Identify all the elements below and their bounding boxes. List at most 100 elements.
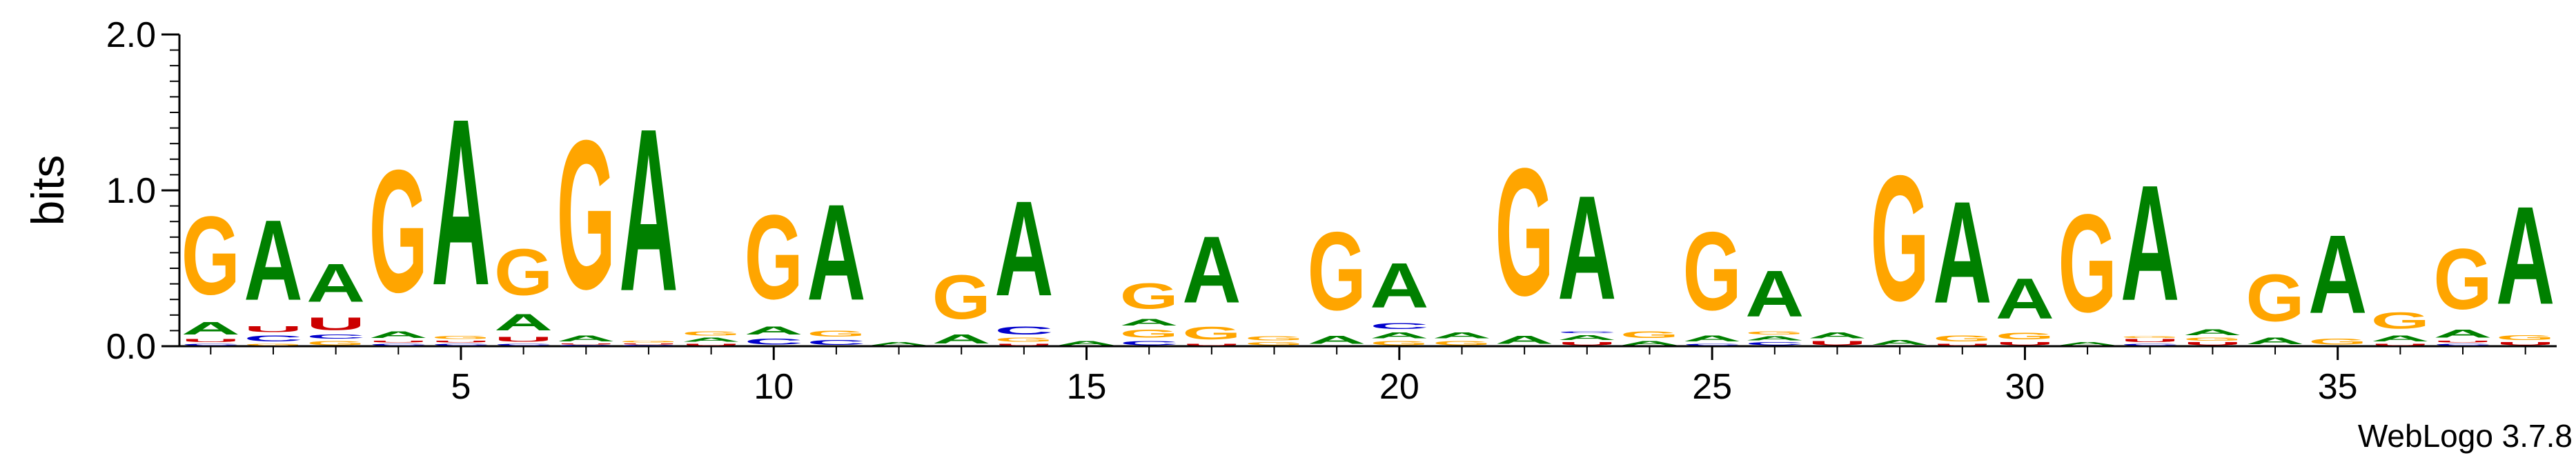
letter-U-pos-4: U (369, 340, 428, 343)
letter-A-pos-4: A (369, 329, 428, 340)
letter-A-pos-9: A (682, 337, 740, 343)
letter-A-pos-32: A (2121, 150, 2179, 335)
letter-G-pos-33: G (2183, 337, 2242, 342)
letter-A-pos-38: A (2496, 178, 2555, 334)
y-tick-label: 1.0 (106, 171, 156, 211)
letter-G-pos-16: G (1120, 328, 1179, 340)
letter-A-pos-26: A (1745, 257, 1804, 331)
letter-G-pos-4: G (369, 134, 428, 329)
letter-G-pos-20: G (1370, 340, 1428, 346)
letter-A-pos-21: A (1433, 330, 1491, 340)
letter-G-pos-37: G (2433, 230, 2492, 328)
letter-G-pos-16: G (1120, 277, 1179, 317)
letter-G-pos-31: G (2058, 186, 2116, 341)
letter-C-pos-25: C (1683, 343, 1742, 346)
letter-U-pos-17: U (1182, 343, 1241, 346)
letter-U-pos-30: U (1996, 341, 2054, 346)
letter-A-pos-30: A (1996, 267, 2054, 331)
letter-U-pos-1: U (181, 339, 240, 343)
letter-G-pos-18: G (1245, 335, 1304, 341)
letter-A-pos-11: A (807, 175, 865, 329)
x-tick-label: 35 (2318, 367, 2358, 407)
letter-A-pos-35: A (2308, 212, 2367, 337)
letter-A-pos-20: A (1370, 330, 1428, 340)
letter-U-pos-27: U (1808, 340, 1867, 346)
letter-G-pos-9: G (682, 330, 740, 337)
letter-G-pos-28: G (1870, 139, 1929, 339)
x-tick-label: 20 (1379, 367, 1419, 407)
letter-C-pos-23: C (1557, 330, 1616, 334)
letter-A-pos-16: A (1120, 317, 1179, 328)
letter-C-pos-26: C (1745, 341, 1804, 346)
letter-G-pos-25: G (1683, 210, 1742, 334)
y-axis: 0.0 1.0 2.0 (106, 15, 181, 367)
letter-C-pos-11: C (807, 339, 865, 346)
letter-C-pos-16: C (1120, 340, 1179, 346)
letter-U-pos-2: U (244, 324, 302, 334)
letter-G-pos-8: G (619, 340, 678, 343)
letter-G-pos-38: G (2496, 334, 2555, 341)
letter-A-pos-36: A (2371, 334, 2430, 343)
letter-C-pos-5: C (431, 343, 490, 346)
letter-A-pos-33: A (2183, 328, 2242, 337)
letter-G-pos-6: G (494, 235, 553, 309)
letter-U-pos-37: U (2433, 340, 2492, 343)
letter-G-pos-22: G (1495, 130, 1554, 333)
letter-A-pos-26: A (1745, 335, 1804, 341)
letter-G-pos-13: G (932, 263, 991, 332)
letter-C-pos-10: C (745, 337, 803, 346)
letter-C-pos-6: C (494, 343, 553, 346)
letter-U-pos-3: U (306, 314, 365, 334)
letter-G-pos-5: G (431, 335, 490, 340)
letter-A-pos-1: A (181, 319, 240, 339)
letter-G-pos-24: G (1620, 329, 1679, 340)
letter-C-pos-1: C (181, 343, 240, 346)
letter-A-pos-27: A (1808, 330, 1867, 340)
letter-A-pos-29: A (1933, 172, 1992, 334)
letter-A-pos-28: A (1870, 339, 1929, 346)
letter-G-pos-35: G (2308, 337, 2367, 346)
letter-G-pos-3: G (306, 340, 365, 346)
letter-U-pos-8: U (619, 343, 678, 344)
letter-C-pos-14: C (994, 324, 1053, 337)
letter-G-pos-11: G (807, 329, 865, 339)
letter-A-pos-20: A (1370, 250, 1428, 321)
letter-A-pos-24: A (1620, 340, 1679, 346)
x-tick-label: 25 (1692, 367, 1732, 407)
letter-G-pos-26: G (1745, 330, 1804, 335)
letter-G-pos-29: G (1933, 334, 1992, 343)
letter-A-pos-23: A (1557, 165, 1616, 330)
letter-G-pos-14: G (994, 337, 1053, 343)
letter-U-pos-9: U (682, 343, 740, 346)
weblogo-credit: WebLogo 3.7.8 (2358, 418, 2573, 454)
letter-G-pos-2: G (244, 343, 302, 346)
letter-A-pos-14: A (994, 173, 1053, 324)
x-axis: 5 10 15 20 25 30 35 (179, 345, 2557, 407)
x-tick-label: 10 (754, 367, 794, 407)
x-tick-label: 5 (451, 367, 471, 407)
letter-A-pos-3: A (306, 253, 365, 314)
letter-C-pos-4: C (369, 343, 428, 346)
letter-stacks: CUAGGCUAGCUACUAGCUGACUAGCUAGCUGAUAGCAGCG… (181, 69, 2555, 346)
letter-U-pos-38: U (2496, 341, 2555, 346)
letter-G-pos-32: G (2121, 335, 2179, 338)
letter-C-pos-2: C (244, 334, 302, 343)
letter-G-pos-36: G (2371, 308, 2430, 334)
letter-C-pos-37: C (2433, 343, 2492, 346)
y-tick-label: 2.0 (106, 15, 156, 55)
y-axis-label: bits (22, 155, 73, 226)
letter-C-pos-8: C (619, 345, 678, 346)
letter-A-pos-23: A (1557, 334, 1616, 341)
letter-A-pos-6: A (494, 309, 553, 335)
letter-U-pos-14: U (994, 343, 1053, 346)
letter-A-pos-25: A (1683, 334, 1742, 343)
letter-U-pos-36: U (2371, 343, 2430, 346)
letter-C-pos-7: C (557, 345, 616, 346)
letter-A-pos-13: A (932, 332, 991, 346)
letter-G-pos-1: G (181, 194, 240, 318)
letter-A-pos-5: A (431, 69, 490, 334)
letter-G-pos-19: G (1308, 210, 1366, 334)
letter-A-pos-8: A (619, 81, 678, 340)
letter-G-pos-21: G (1433, 340, 1491, 346)
